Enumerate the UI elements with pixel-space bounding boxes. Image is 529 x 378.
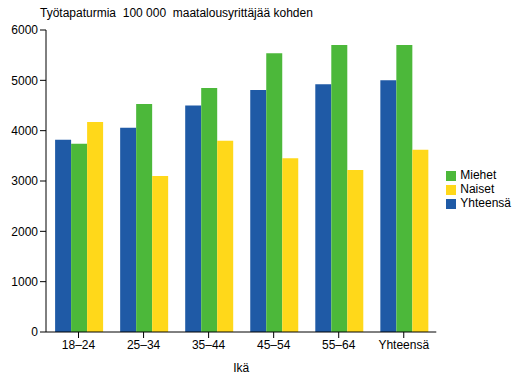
html-text:Miehet: Miehet bbox=[460, 168, 497, 182]
svg-text:35–44: 35–44 bbox=[192, 338, 226, 352]
svg-text:6000: 6000 bbox=[11, 23, 38, 37]
svg-text:Yhteensä: Yhteensä bbox=[378, 338, 429, 352]
svg-text:25–34: 25–34 bbox=[127, 338, 161, 352]
svg-text:18–24: 18–24 bbox=[62, 338, 96, 352]
html-text:Työtapaturmia 100 000 maatalou: Työtapaturmia 100 000 maatalousyrittäjää… bbox=[40, 6, 313, 20]
svg-text:5000: 5000 bbox=[11, 74, 38, 88]
html-text:Yhteensä: Yhteensä bbox=[460, 196, 511, 210]
svg-text:3000: 3000 bbox=[11, 174, 38, 188]
svg-text:45–54: 45–54 bbox=[257, 338, 291, 352]
svg-text:2000: 2000 bbox=[11, 225, 38, 239]
svg-text:1000: 1000 bbox=[11, 275, 38, 289]
svg-text:0: 0 bbox=[31, 325, 38, 339]
html-text:Naiset: Naiset bbox=[460, 182, 495, 196]
svg-text:4000: 4000 bbox=[11, 124, 38, 138]
svg-text:Ikä: Ikä bbox=[233, 361, 249, 375]
svg-text:55–64: 55–64 bbox=[322, 338, 356, 352]
